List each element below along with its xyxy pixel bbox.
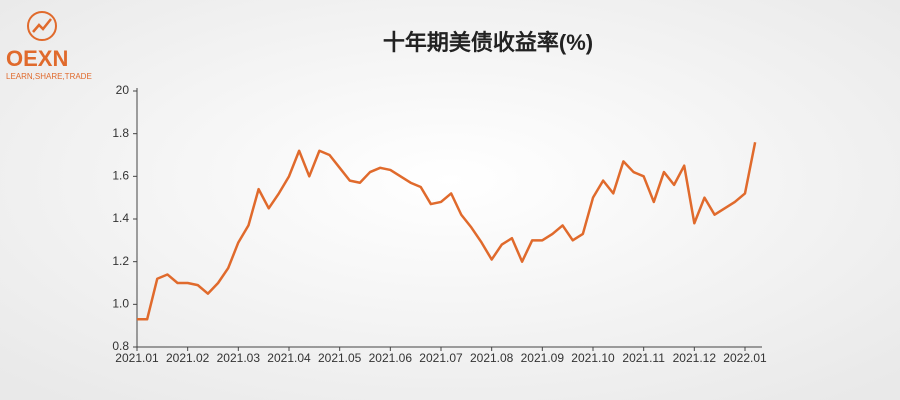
logo: OEXN LEARN,SHARE,TRADE xyxy=(6,11,92,81)
y-tick-label: 1.8 xyxy=(112,126,129,140)
chart-title: 十年期美债收益率(%) xyxy=(383,30,593,55)
x-tick-label: 2021.08 xyxy=(470,351,514,365)
y-tick-label: 1.4 xyxy=(112,211,129,225)
x-tick-label: 2021.06 xyxy=(369,351,413,365)
x-tick-label: 2021.04 xyxy=(267,351,311,365)
x-tick-label: 2021.09 xyxy=(521,351,565,365)
x-tick-label: 2021.07 xyxy=(419,351,463,365)
y-tick-label: 1.6 xyxy=(112,169,129,183)
y-tick-label: 0.8 xyxy=(112,339,129,353)
logo-name: OEXN xyxy=(6,46,68,71)
logo-icon xyxy=(27,11,57,41)
x-tick-label: 2021.03 xyxy=(217,351,261,365)
x-tick-label: 2022.01 xyxy=(723,351,767,365)
y-tick-label: 1.0 xyxy=(112,297,129,311)
x-tick-label: 2021.05 xyxy=(318,351,362,365)
x-tick-label: 2021.01 xyxy=(115,351,159,365)
x-tick-label: 2021.11 xyxy=(622,351,665,365)
x-tick-label: 2021.02 xyxy=(166,351,210,365)
line-series xyxy=(137,141,757,321)
y-tick-label: 1.2 xyxy=(112,254,129,268)
x-tick-label: 2021.12 xyxy=(673,351,717,365)
logo-arrow xyxy=(32,18,52,33)
logo-tagline: LEARN,SHARE,TRADE xyxy=(6,72,92,81)
y-tick-label: 20 xyxy=(116,83,130,97)
x-tick-label: 2021.10 xyxy=(571,351,615,365)
